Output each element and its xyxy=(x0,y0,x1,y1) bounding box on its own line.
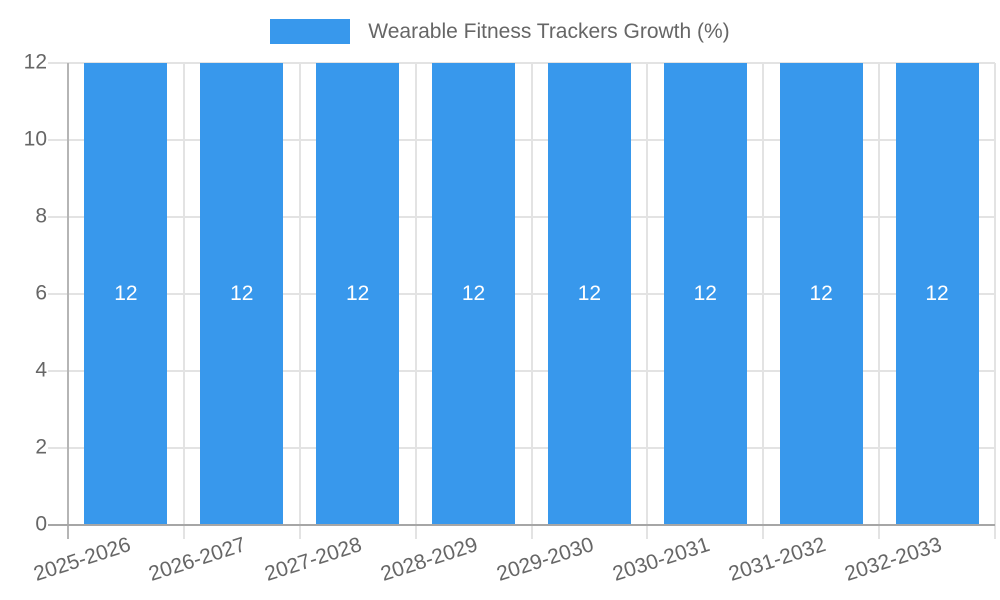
y-gridline xyxy=(48,447,995,449)
bar-value-label: 12 xyxy=(925,282,949,305)
bar-value-label: 12 xyxy=(346,282,370,305)
x-tick-label: 2029-2030 xyxy=(493,533,597,586)
y-gridline xyxy=(48,62,995,64)
x-tick-label: 2026-2027 xyxy=(146,533,249,586)
x-gridline xyxy=(762,63,765,539)
y-tick-label: 6 xyxy=(35,281,47,305)
y-tick-label: 0 xyxy=(35,512,47,536)
y-axis-line xyxy=(67,63,69,539)
x-axis-line xyxy=(48,524,995,526)
x-gridline xyxy=(994,63,996,539)
bar[interactable]: 12 xyxy=(895,63,979,525)
bar-value-label: 12 xyxy=(114,282,138,305)
bar-value-label: 12 xyxy=(693,282,717,305)
y-tick-label: 10 xyxy=(23,127,47,151)
bar-value-label: 12 xyxy=(577,282,602,305)
bar[interactable]: 12 xyxy=(316,63,400,525)
x-gridline xyxy=(414,63,417,539)
bar[interactable]: 12 xyxy=(200,63,284,525)
y-gridline xyxy=(48,293,995,295)
legend-swatch xyxy=(270,19,351,44)
x-tick-label: 2027-2028 xyxy=(262,533,365,586)
bar[interactable]: 12 xyxy=(547,63,631,525)
y-tick-label: 2 xyxy=(35,435,47,459)
y-tick-label: 8 xyxy=(35,204,47,228)
bar-value-label: 12 xyxy=(809,282,833,305)
legend-label: Wearable Fitness Trackers Growth (%) xyxy=(368,20,730,43)
bar[interactable]: 12 xyxy=(663,63,747,525)
chart-legend[interactable]: Wearable Fitness Trackers Growth (%) xyxy=(0,19,1000,44)
y-gridline xyxy=(48,139,995,141)
x-tick-label: 2032-2033 xyxy=(841,533,945,586)
bar[interactable]: 12 xyxy=(779,63,863,525)
bar[interactable]: 12 xyxy=(432,63,516,525)
x-tick-label: 2028-2029 xyxy=(378,533,481,586)
y-tick-label: 4 xyxy=(35,358,47,382)
x-gridline xyxy=(530,63,533,539)
x-gridline xyxy=(878,63,881,539)
x-tick-label: 2031-2032 xyxy=(725,533,829,586)
y-gridline xyxy=(48,216,995,218)
y-gridline xyxy=(48,370,995,372)
bar-value-label: 12 xyxy=(230,282,254,305)
x-gridline xyxy=(298,63,301,539)
x-tick-label: 2030-2031 xyxy=(609,533,713,586)
x-gridline xyxy=(182,63,185,539)
bar-value-label: 12 xyxy=(461,282,486,305)
y-tick-label: 12 xyxy=(23,50,47,74)
x-tick-label: 2025-2026 xyxy=(30,533,134,586)
x-gridline xyxy=(646,63,649,539)
bar[interactable]: 12 xyxy=(84,63,168,525)
plot-area: 0 2 4 6 8 10 12 12 12 12 12 12 12 12 12 2025-2026 2026-2… xyxy=(24,51,996,586)
